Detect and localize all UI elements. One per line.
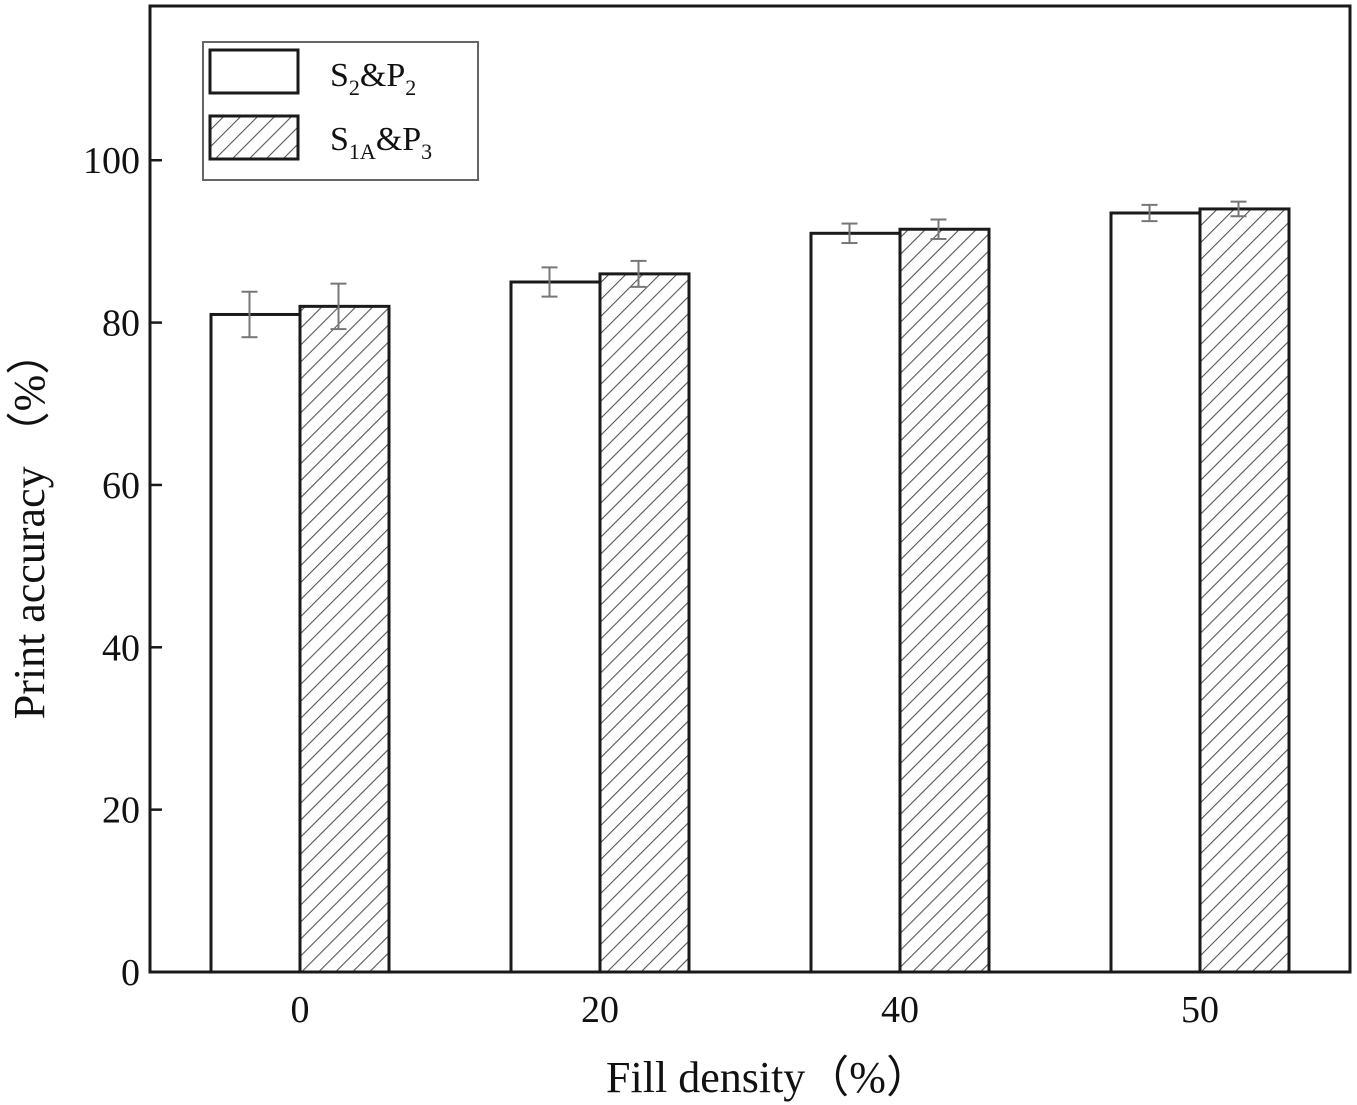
- legend-label-series-2: S1A&P3: [330, 121, 432, 164]
- x-tick-label: 40: [881, 989, 919, 1031]
- bar-series-1-20: [509, 280, 602, 974]
- x-tick-label: 0: [291, 989, 310, 1031]
- x-tick-label: 50: [1181, 989, 1219, 1031]
- y-tick-label: 60: [102, 465, 140, 507]
- error-bar: [841, 222, 858, 245]
- bar-series-2-40: [898, 227, 991, 974]
- legend: S2&P2 S1A&P3: [202, 41, 479, 181]
- plot-frame: [148, 4, 1352, 974]
- x-axis-title: Fill density（%）: [606, 1053, 930, 1102]
- error-bar: [1141, 203, 1158, 223]
- bar-series-2-20: [598, 272, 691, 974]
- y-tick-label: 40: [102, 627, 140, 669]
- bar-series-2-50: [1198, 207, 1291, 974]
- legend-swatch-hatched: [208, 114, 300, 161]
- bar-series-1-0: [209, 312, 302, 974]
- bar-series-2-0: [298, 304, 391, 974]
- y-axis-title: Print accuracy （%）: [5, 331, 54, 720]
- error-bars: [241, 200, 1247, 339]
- bar-series: [209, 207, 1291, 974]
- y-tick-label: 0: [121, 952, 140, 994]
- error-bar: [541, 266, 558, 298]
- error-bar: [1230, 200, 1247, 218]
- bar-series-1-50: [1109, 211, 1202, 974]
- y-tick-label: 20: [102, 790, 140, 832]
- bar-series-1-40: [809, 231, 902, 974]
- legend-label-series-1: S2&P2: [330, 57, 416, 100]
- legend-swatch-open: [208, 48, 300, 95]
- y-tick-label: 80: [102, 303, 140, 345]
- error-bar: [330, 282, 347, 331]
- y-axis: 0 20 40 60 80 100: [83, 140, 162, 994]
- error-bar: [930, 218, 947, 240]
- error-bar: [630, 259, 647, 288]
- error-bar: [241, 290, 258, 339]
- y-tick-label: 100: [83, 140, 140, 182]
- x-tick-label: 20: [581, 989, 619, 1031]
- x-axis: 0 20 40 50: [291, 960, 1219, 1031]
